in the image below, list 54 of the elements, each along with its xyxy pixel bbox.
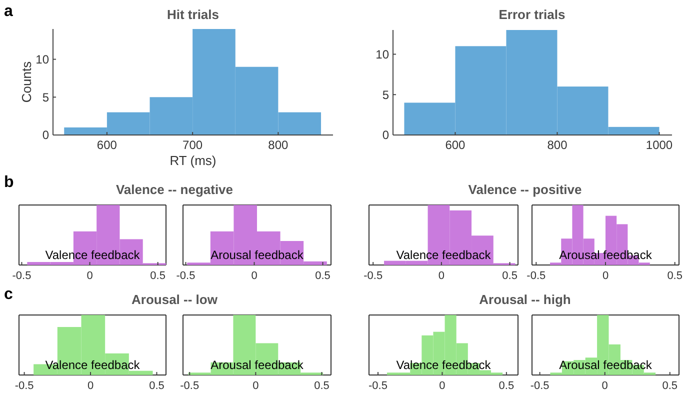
annotation: Valence feedback: [45, 248, 141, 262]
chart-title: Error trials: [498, 7, 566, 22]
y-tick-label: 10: [376, 47, 390, 62]
x-tick-label: -0.5: [368, 380, 388, 392]
chart-title: Valence -- positive: [468, 182, 582, 197]
y-tick-label: 0: [42, 128, 50, 142]
annotation: Valence feedback: [396, 248, 492, 262]
annotation: Arousal feedback: [559, 358, 653, 372]
x-tick-label: 700: [182, 138, 203, 152]
x-tick-label: 0.5: [498, 380, 514, 392]
x-tick-label: 0: [251, 270, 258, 282]
x-tick-label: -0.5: [176, 270, 196, 282]
x-tick-label: 0: [602, 270, 609, 282]
x-tick-label: 0.5: [150, 270, 166, 282]
x-axis-title: RT (ms): [170, 153, 216, 168]
x-tick-label: 0.5: [315, 270, 330, 282]
x-tick-label: 0: [438, 270, 445, 282]
x-tick-label: 0: [439, 380, 446, 392]
x-tick-label: -0.5: [180, 380, 200, 392]
y-tick-label: 0: [382, 128, 390, 142]
x-tick-label: -0.5: [526, 270, 546, 282]
annotation: Arousal feedback: [210, 358, 304, 372]
x-tick-label: 600: [445, 138, 466, 152]
y-tick-label: 5: [42, 90, 50, 104]
text: b: [4, 174, 14, 191]
y-axis-title: Counts: [19, 60, 34, 103]
x-tick-label: 0: [602, 380, 608, 392]
y-tick-label: 10: [36, 52, 50, 66]
x-tick-label: -0.5: [530, 380, 550, 392]
x-tick-label: -0.5: [364, 270, 383, 282]
chart-title: Arousal -- low: [132, 292, 218, 307]
x-tick-label: 600: [96, 138, 118, 152]
x-tick-label: 0.5: [314, 380, 330, 392]
x-tick-label: 0.5: [502, 270, 518, 282]
x-tick-label: 800: [268, 138, 289, 152]
x-tick-label: 0: [252, 380, 259, 392]
text: a: [4, 3, 13, 20]
annotation: Arousal feedback: [210, 248, 304, 262]
x-tick-label: 0.5: [667, 270, 682, 282]
x-tick-label: -0.5: [14, 380, 34, 392]
x-tick-label: 800: [547, 138, 568, 152]
x-tick-label: -0.5: [12, 270, 32, 282]
chart-title: Arousal -- high: [479, 292, 571, 307]
annotation: Valence feedback: [396, 358, 492, 372]
annotation: Valence feedback: [45, 358, 141, 372]
x-tick-label: 0: [86, 270, 93, 282]
x-tick-label: 0.5: [149, 380, 164, 392]
x-tick-label: 0.5: [662, 380, 678, 392]
x-tick-label: 0: [87, 380, 94, 392]
chart-title: Hit trials: [166, 7, 220, 22]
chart-title: Valence -- negative: [116, 182, 234, 197]
text: c: [4, 286, 13, 303]
y-tick-label: 5: [382, 88, 390, 102]
x-tick-label: 1000: [646, 138, 673, 152]
